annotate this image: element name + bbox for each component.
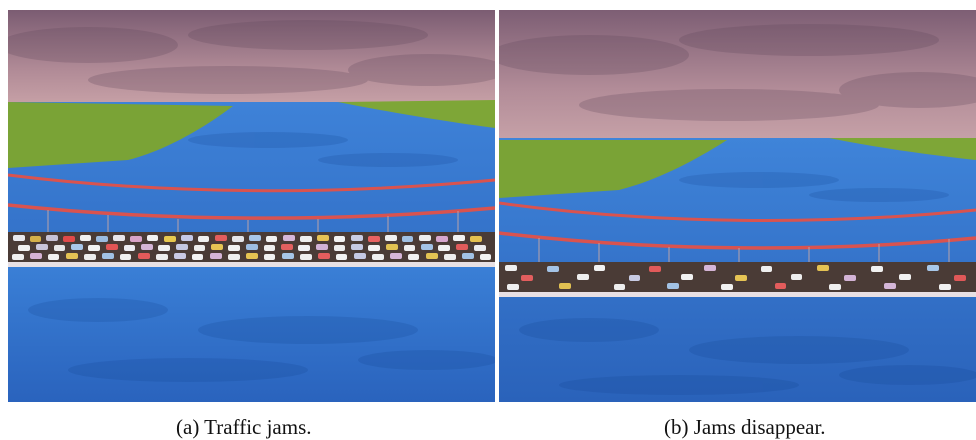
right-bank-grass	[829, 138, 976, 160]
vehicles-dense	[12, 235, 491, 260]
bridge-deck-edge	[499, 292, 976, 297]
caption-jams-disappear: (b) Jams disappear.	[664, 415, 826, 439]
left-bank-grass	[8, 102, 233, 168]
vehicles-sparse	[505, 265, 966, 290]
left-bank-grass	[499, 140, 727, 198]
scene-traffic-jam	[8, 10, 495, 402]
water-ripples	[519, 172, 976, 395]
suspension-cable-upper	[8, 173, 495, 193]
bridge-deck-edge	[8, 262, 495, 267]
bridge-scene-image	[8, 10, 495, 402]
hanger-cables	[47, 210, 459, 234]
clouds	[8, 20, 495, 94]
suspension-cable-lower	[8, 203, 495, 220]
water-ripples	[28, 132, 495, 382]
scene-jams-disappear	[499, 10, 976, 402]
hanger-cables	[538, 238, 950, 264]
caption-traffic-jams: (a) Traffic jams.	[176, 415, 312, 439]
sky	[499, 10, 976, 142]
bridge-scene-image	[499, 10, 976, 402]
right-bank-grass	[338, 100, 495, 128]
suspension-cable-upper	[499, 201, 976, 222]
river-foreground	[8, 267, 495, 402]
suspension-cable-lower	[499, 231, 976, 250]
clouds	[499, 24, 976, 121]
sky	[8, 10, 495, 108]
